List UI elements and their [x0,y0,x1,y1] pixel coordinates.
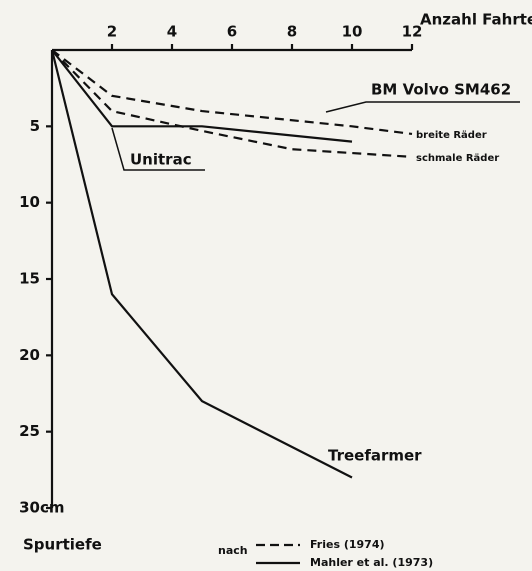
series-label: Treefarmer [328,447,422,465]
y-tick-label: 5 [30,117,40,135]
x-tick-label: 12 [402,23,423,41]
y-tick-label: 15 [19,270,40,288]
x-axis-label: Anzahl Fahrten [420,11,532,29]
y-tick-label: 10 [19,193,40,211]
legend-label: Fries (1974) [310,538,385,551]
series-line [51,49,353,143]
y-tick-label: 20 [19,346,40,364]
series-line [50,49,353,479]
y-tick-label: 30 [19,499,40,517]
x-tick-label: 6 [227,23,237,41]
x-tick-label: 8 [287,23,297,41]
series-line [51,49,413,136]
y-tick-label: 25 [19,422,40,440]
leader-line [111,127,205,171]
group-label: BM Volvo SM462 [371,81,511,99]
series-label: Unitrac [130,151,192,169]
x-tick-label: 2 [107,23,117,41]
series-label: breite Räder [416,130,487,141]
y-axis-label: Spurtiefe [23,536,102,554]
legend-prefix: nach [218,544,248,557]
x-tick-label: 10 [342,23,363,41]
group-leader [325,101,520,113]
legend-label: Mahler et al. (1973) [310,556,433,569]
series-label: schmale Räder [416,153,499,164]
x-tick-label: 4 [167,23,177,41]
